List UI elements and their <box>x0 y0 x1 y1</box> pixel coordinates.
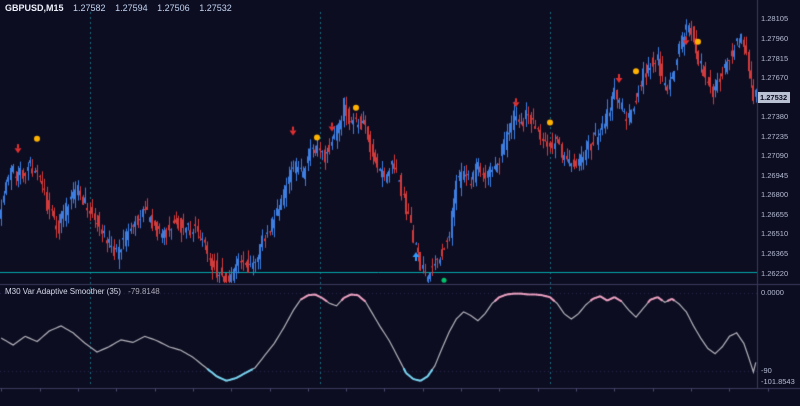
price-axis-label: 1.27380 <box>761 112 789 122</box>
current-price-tag: 1.27532 <box>758 91 791 103</box>
time-axis[interactable]: 5 Jun 20205 Jun 18:455 Jun 22:458 Jun 02… <box>0 388 800 406</box>
high-price: 1.27594 <box>115 3 148 13</box>
price-axis-label: 1.26220 <box>761 268 789 278</box>
price-axis-label: 1.27670 <box>761 73 789 83</box>
open-price: 1.27582 <box>73 3 106 13</box>
indicator-axis-label: -90 <box>761 366 772 376</box>
price-axis-label: 1.26365 <box>761 249 789 258</box>
indicator-title: M30 Var Adaptive Smoother (35) -79.8148 <box>5 287 160 296</box>
price-axis-label: 1.26945 <box>761 170 789 180</box>
price-axis-label: 1.27960 <box>761 33 789 43</box>
indicator-axis-label: 0.0000 <box>761 287 784 297</box>
price-axis-label: 1.28105 <box>761 14 789 24</box>
price-axis[interactable]: 1.281051.279601.278151.276701.275251.273… <box>758 0 800 388</box>
price-axis-label: 1.26655 <box>761 209 789 219</box>
close-price: 1.27532 <box>199 3 232 13</box>
indicator-name: M30 Var Adaptive Smoother (35) <box>5 287 121 296</box>
indicator-axis-label: -101.8543 <box>761 376 795 386</box>
low-price: 1.27506 <box>157 3 190 13</box>
symbol-timeframe-label: GBPUSD,M15 <box>5 3 64 13</box>
price-axis-label: 1.27235 <box>761 131 789 141</box>
price-axis-label: 1.27815 <box>761 53 789 63</box>
chart-header: GBPUSD,M15 1.27582 1.27594 1.27506 1.275… <box>5 3 232 13</box>
price-axis-label: 1.26510 <box>761 229 789 239</box>
indicator-current-value: -79.8148 <box>128 287 160 296</box>
price-axis-label: 1.27090 <box>761 151 789 161</box>
price-axis-label: 1.26800 <box>761 190 789 200</box>
